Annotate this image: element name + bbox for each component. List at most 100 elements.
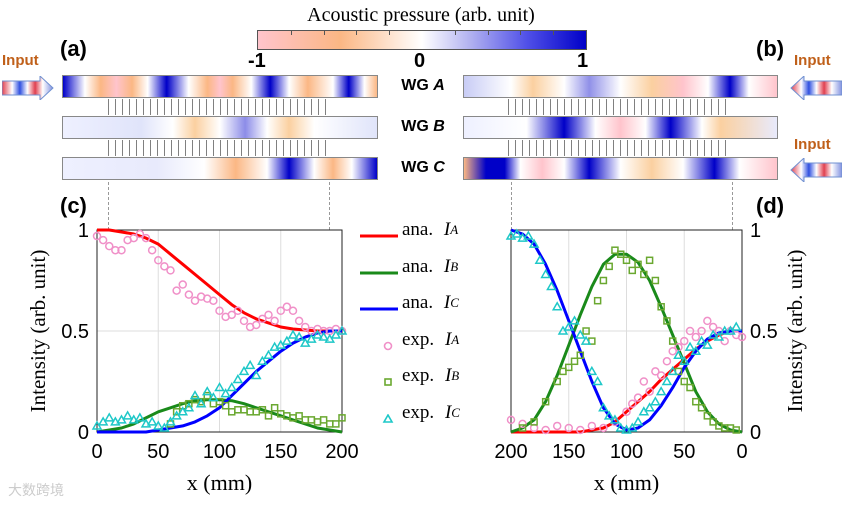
data-point-exp-ic bbox=[609, 414, 621, 424]
x-tick-label: 0 bbox=[736, 441, 747, 463]
data-point-exp-ic bbox=[673, 349, 684, 359]
data-point-exp-ic bbox=[730, 321, 742, 331]
data-point-exp-ic bbox=[684, 341, 696, 351]
data-point-exp-ib bbox=[732, 426, 740, 434]
data-point-exp-ia bbox=[541, 425, 550, 435]
data-point-exp-ib bbox=[338, 414, 346, 422]
data-point-exp-ia bbox=[288, 306, 298, 316]
data-point-exp-ic bbox=[232, 373, 244, 384]
x-tick-label: 200 bbox=[325, 441, 358, 463]
data-point-exp-ia bbox=[703, 316, 712, 326]
data-point-exp-ia bbox=[651, 367, 660, 376]
data-point-exp-ic bbox=[195, 398, 207, 408]
data-point-exp-ib bbox=[605, 262, 613, 271]
y-axis-label: Intensity (arb. unit) bbox=[783, 250, 807, 413]
data-point-exp-ic bbox=[263, 349, 274, 359]
data-point-exp-ib bbox=[215, 397, 224, 406]
series-line-ana-i-c bbox=[97, 329, 342, 434]
data-point-exp-ic bbox=[592, 375, 603, 386]
data-point-exp-ic bbox=[318, 331, 329, 341]
data-point-exp-ia bbox=[622, 407, 631, 417]
data-point-exp-ic bbox=[626, 422, 638, 432]
legend-label: ana. bbox=[402, 292, 438, 313]
data-point-exp-ia bbox=[737, 332, 747, 342]
data-point-exp-ib bbox=[553, 377, 561, 386]
data-point-exp-ib bbox=[295, 412, 303, 420]
data-point-exp-ib bbox=[228, 408, 236, 416]
data-point-exp-ib bbox=[582, 327, 590, 335]
legend-circle-icon bbox=[360, 335, 398, 350]
data-point-exp-ia bbox=[552, 421, 562, 431]
data-point-exp-ic bbox=[690, 345, 702, 355]
data-point-exp-ib bbox=[518, 424, 527, 432]
y-tick-label: 1 bbox=[78, 220, 89, 242]
data-point-exp-ia bbox=[645, 387, 654, 396]
data-point-exp-ib bbox=[264, 412, 273, 420]
data-point-exp-ib bbox=[559, 367, 567, 376]
data-point-exp-ib bbox=[611, 246, 619, 254]
guide-line bbox=[732, 182, 733, 230]
data-point-exp-ib bbox=[599, 276, 608, 285]
data-point-exp-ic bbox=[122, 410, 133, 420]
x-tick-label: 200 bbox=[494, 441, 527, 463]
legend-symbol: I bbox=[443, 292, 451, 313]
data-point-exp-ia bbox=[239, 316, 249, 326]
data-point-exp-ia bbox=[233, 306, 243, 316]
data-point-exp-ic bbox=[678, 355, 690, 366]
x-tick-label: 50 bbox=[147, 441, 169, 463]
data-point-exp-ib bbox=[541, 397, 550, 406]
data-point-exp-ic bbox=[719, 325, 730, 335]
colorbar-title: Acoustic pressure (arb. unit) bbox=[307, 4, 535, 26]
legend-subscript: C bbox=[450, 295, 459, 310]
guide-line bbox=[329, 182, 330, 230]
data-point-exp-ia bbox=[141, 233, 151, 243]
data-point-exp-ia bbox=[178, 280, 187, 289]
data-point-exp-ic bbox=[540, 268, 551, 279]
data-point-exp-ic bbox=[713, 331, 725, 341]
data-point-exp-ic bbox=[103, 412, 115, 422]
data-point-exp-ic bbox=[523, 230, 534, 240]
x-tick-label: 0 bbox=[91, 441, 102, 463]
data-point-exp-ic bbox=[281, 335, 293, 345]
wg-prefix: WG bbox=[401, 159, 429, 176]
data-point-exp-ia bbox=[270, 316, 279, 326]
data-point-exp-ia bbox=[564, 423, 573, 433]
data-point-exp-ib bbox=[313, 418, 322, 426]
data-point-exp-ic bbox=[214, 382, 225, 392]
legend-symbol: I bbox=[444, 365, 452, 386]
data-point-exp-ic bbox=[586, 365, 598, 376]
guide-line bbox=[511, 182, 512, 230]
data-point-exp-ia bbox=[258, 314, 267, 324]
data-point-exp-ia bbox=[518, 419, 527, 429]
legend-subscript: C bbox=[451, 404, 460, 420]
legend-symbol: I bbox=[444, 401, 452, 423]
data-point-exp-ib bbox=[576, 351, 585, 359]
data-point-exp-ia bbox=[264, 310, 273, 320]
data-point-exp-ib bbox=[270, 404, 279, 412]
data-point-exp-ic bbox=[110, 416, 121, 426]
data-point-exp-ic bbox=[615, 422, 627, 432]
data-point-exp-ic bbox=[546, 281, 557, 291]
y-tick-label: 0 bbox=[78, 422, 89, 444]
data-point-exp-ib bbox=[692, 397, 700, 406]
data-point-exp-ia bbox=[105, 241, 114, 251]
data-point-exp-ib bbox=[645, 256, 654, 265]
legend-line-icon bbox=[360, 262, 398, 274]
waveguide-b-A bbox=[463, 75, 778, 98]
x-axis-label: x (mm) bbox=[187, 470, 252, 495]
data-point-exp-ia bbox=[506, 415, 516, 425]
data-point-exp-ia bbox=[639, 377, 649, 386]
colorbar-min-label: -1 bbox=[248, 50, 266, 72]
data-point-exp-ic bbox=[667, 365, 678, 376]
data-point-exp-ia bbox=[135, 229, 145, 239]
data-point-exp-ib bbox=[319, 416, 328, 424]
data-point-exp-ic bbox=[696, 335, 707, 345]
y-tick-label: 0.5 bbox=[61, 321, 89, 343]
series-line-ana-i-c bbox=[510, 228, 742, 432]
panel-label-c: (c) bbox=[60, 193, 87, 218]
wg-letter: B bbox=[433, 118, 445, 135]
input-label-b-top: Input bbox=[794, 52, 831, 69]
data-point-exp-ic bbox=[569, 315, 580, 325]
coupling-comb bbox=[508, 140, 732, 156]
